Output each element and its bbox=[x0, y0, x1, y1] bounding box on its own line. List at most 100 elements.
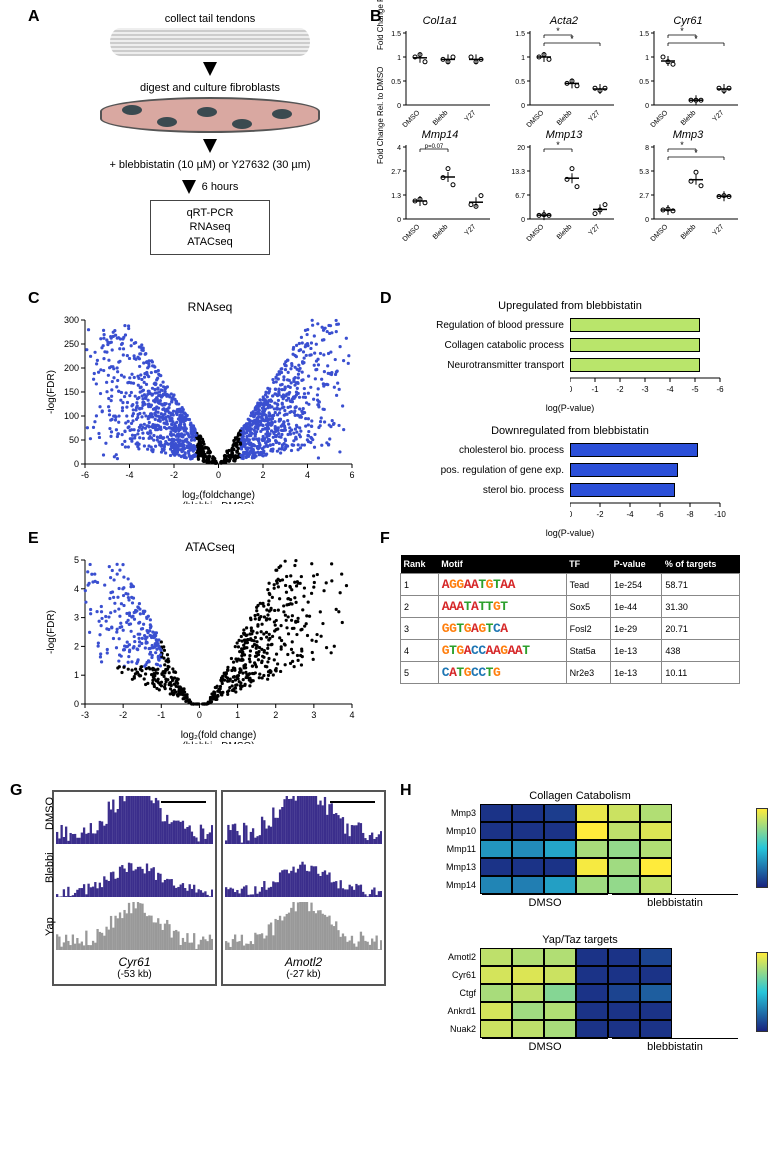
atacseq-title: ATACseq bbox=[40, 540, 380, 554]
svg-text:0: 0 bbox=[570, 510, 573, 519]
heatmap-cell bbox=[512, 804, 544, 822]
heatmap-cell bbox=[512, 876, 544, 894]
panel-e: ATACseq -3-2-101234012345log₂(fold chang… bbox=[40, 540, 380, 760]
heatmap-row-label: Amotl2 bbox=[420, 948, 480, 966]
heatmap-cell bbox=[576, 966, 608, 984]
heatmap-cell bbox=[576, 822, 608, 840]
svg-text:*: * bbox=[556, 141, 560, 150]
svg-text:Blebb: Blebb bbox=[432, 109, 450, 127]
svg-text:-4: -4 bbox=[626, 510, 634, 519]
heatmap: Collagen CatabolismMmp3Mmp10Mmp11Mmp13Mm… bbox=[420, 790, 740, 909]
svg-text:0: 0 bbox=[521, 103, 525, 110]
heatmap-cell bbox=[608, 876, 640, 894]
svg-text:-3: -3 bbox=[81, 710, 89, 720]
track-row-label: DMSO bbox=[44, 797, 56, 830]
table-row: 3GGTGAGTCAFosl21e-2920.71 bbox=[401, 618, 740, 640]
svg-text:0: 0 bbox=[74, 459, 79, 469]
hbar-title: Downregulated from blebbistatin bbox=[400, 425, 740, 437]
mini-plot-ylabel: Fold Change Rel. to DMSO bbox=[376, 0, 385, 50]
heatmap-cell bbox=[576, 984, 608, 1002]
svg-text:-log(FDR): -log(FDR) bbox=[46, 610, 57, 654]
heatmap-cell bbox=[640, 804, 672, 822]
svg-text:log₂(fold change): log₂(fold change) bbox=[181, 730, 257, 741]
svg-text:1.5: 1.5 bbox=[639, 31, 649, 38]
svg-text:-log(FDR): -log(FDR) bbox=[46, 370, 57, 414]
svg-text:-2: -2 bbox=[616, 385, 624, 394]
heatmap-cell bbox=[480, 1002, 512, 1020]
svg-text:Y27: Y27 bbox=[712, 223, 726, 237]
heatmap-cell bbox=[544, 948, 576, 966]
arrow-icon bbox=[203, 139, 217, 153]
svg-text:-1: -1 bbox=[157, 710, 165, 720]
heatmap-cell bbox=[576, 858, 608, 876]
svg-text:1.3: 1.3 bbox=[391, 193, 401, 200]
colorbar bbox=[756, 808, 768, 888]
hbar-row: pos. regulation of gene exp. bbox=[400, 461, 740, 479]
mini-plot-title: Mmp14 bbox=[380, 129, 500, 141]
step1-text: collect tail tendons bbox=[60, 13, 360, 25]
heatmap-cell bbox=[512, 966, 544, 984]
heatmap-cell bbox=[640, 876, 672, 894]
svg-text:DMSO: DMSO bbox=[402, 109, 422, 127]
mini-plot-title: Col1a1 bbox=[380, 15, 500, 27]
svg-text:0: 0 bbox=[645, 217, 649, 224]
heatmap-cell bbox=[608, 822, 640, 840]
genome-track bbox=[225, 796, 382, 846]
heatmap-row-label: Ankrd1 bbox=[420, 1002, 480, 1020]
heatmap-cell bbox=[640, 822, 672, 840]
svg-text:-6: -6 bbox=[656, 510, 664, 519]
motif-table: RankMotifTFP-value% of targets 1AGGAATGT… bbox=[400, 555, 740, 684]
svg-text:p=0.07: p=0.07 bbox=[425, 144, 444, 150]
heatmap-cell bbox=[544, 804, 576, 822]
svg-text:*: * bbox=[680, 27, 684, 36]
table-header: Motif bbox=[438, 555, 566, 574]
heatmap-cell bbox=[480, 822, 512, 840]
heatmap-cell bbox=[640, 1020, 672, 1038]
arrow-icon bbox=[203, 62, 217, 76]
hbar-row: Neurotransmitter transport bbox=[400, 356, 740, 374]
track-column: Amotl2(-27 kb) bbox=[221, 790, 386, 986]
svg-text:0.5: 0.5 bbox=[391, 79, 401, 86]
condition-label: blebbistatin bbox=[612, 1038, 738, 1053]
heatmap-cell bbox=[544, 840, 576, 858]
panel-b: Fold Change Rel. to DMSOCol1a100.511.5DM… bbox=[380, 15, 750, 239]
heatmap-cell bbox=[608, 804, 640, 822]
panel-label-g: G bbox=[10, 782, 22, 800]
svg-text:*: * bbox=[694, 148, 698, 158]
heatmap-cell bbox=[608, 858, 640, 876]
svg-text:13.3: 13.3 bbox=[511, 169, 525, 176]
table-row: 5CATGCCTGNr2e31e-1310.11 bbox=[401, 662, 740, 684]
svg-text:100: 100 bbox=[64, 411, 79, 421]
svg-text:-4: -4 bbox=[125, 470, 133, 480]
svg-text:-1: -1 bbox=[591, 385, 599, 394]
svg-text:log₂(foldchange): log₂(foldchange) bbox=[182, 490, 255, 501]
heatmap-row-label: Ctgf bbox=[420, 984, 480, 1002]
heatmap-cell bbox=[512, 1020, 544, 1038]
heatmap-cell bbox=[640, 1002, 672, 1020]
panel-a: collect tail tendons digest and culture … bbox=[60, 10, 360, 255]
table-header: P-value bbox=[611, 555, 662, 574]
heatmap-cell bbox=[512, 840, 544, 858]
svg-text:2.7: 2.7 bbox=[639, 193, 649, 200]
table-header: Rank bbox=[401, 555, 439, 574]
svg-text:3: 3 bbox=[74, 613, 79, 623]
svg-text:4: 4 bbox=[397, 145, 401, 152]
svg-text:-8: -8 bbox=[686, 510, 694, 519]
panel-label-d: D bbox=[380, 290, 392, 308]
heatmap-cell bbox=[480, 948, 512, 966]
table-header: % of targets bbox=[662, 555, 740, 574]
svg-text:DMSO: DMSO bbox=[526, 223, 546, 241]
panel-f: RankMotifTFP-value% of targets 1AGGAATGT… bbox=[400, 555, 740, 684]
svg-text:Blebb: Blebb bbox=[680, 109, 698, 127]
hbar-row: cholesterol bio. process bbox=[400, 441, 740, 459]
track-column: Cyr61(-53 kb) bbox=[52, 790, 217, 986]
svg-text:*: * bbox=[694, 34, 698, 44]
genome-track bbox=[56, 796, 213, 846]
heatmap-cell bbox=[608, 1020, 640, 1038]
heatmap-cell bbox=[608, 1002, 640, 1020]
dish-graphic bbox=[100, 97, 320, 133]
svg-text:1: 1 bbox=[397, 55, 401, 62]
heatmap-cell bbox=[544, 876, 576, 894]
svg-text:50: 50 bbox=[69, 435, 79, 445]
outbox-item: RNAseq bbox=[156, 220, 264, 234]
